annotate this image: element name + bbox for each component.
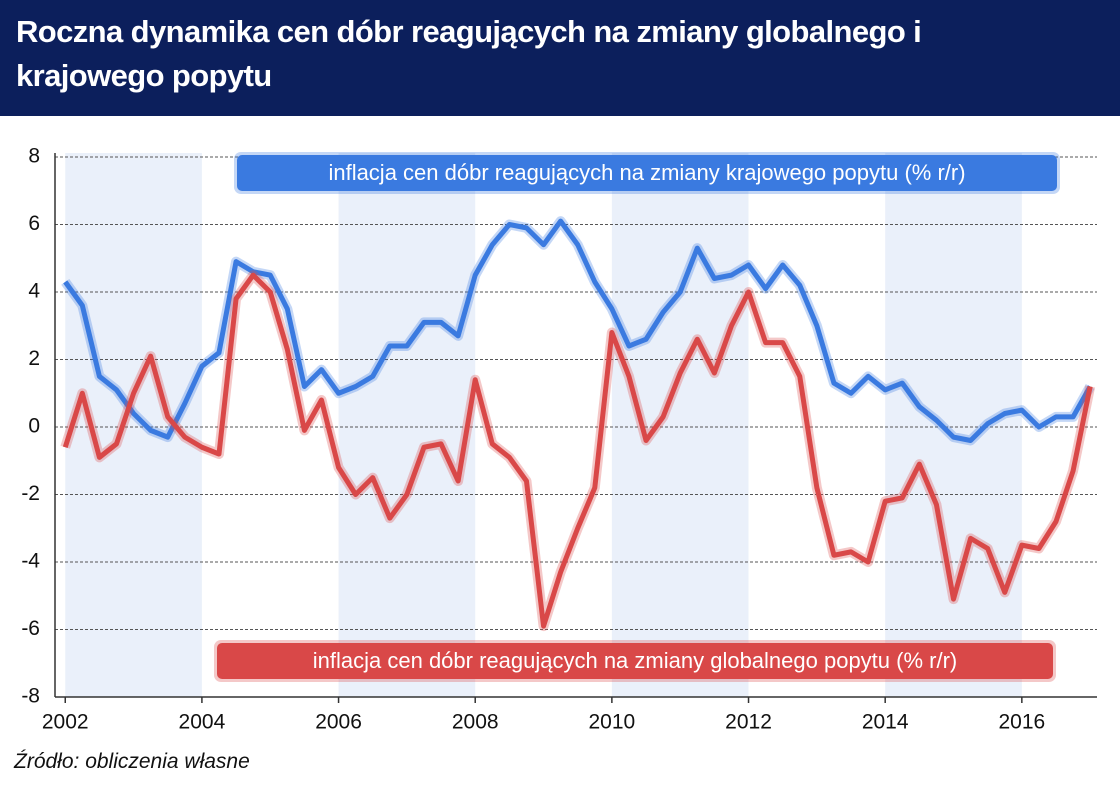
legend-label: inflacja cen dóbr reagujących na zmiany … [313,648,957,673]
y-tick-label: -2 [21,482,40,505]
y-tick-label: -8 [21,685,40,708]
x-tick-label: 2006 [315,711,362,734]
legend-label: inflacja cen dóbr reagujących na zmiany … [328,160,965,185]
background-band [65,153,202,697]
background-band [338,153,476,697]
x-tick-label: 2010 [589,711,636,734]
y-tick-label: 0 [28,415,40,438]
y-tick-label: 8 [28,145,40,168]
y-tick-label: 4 [28,280,40,303]
x-tick-label: 2002 [42,711,89,734]
y-tick-label: -4 [21,550,40,573]
legend-item: inflacja cen dóbr reagujących na zmiany … [214,640,1056,682]
series-line [62,272,1093,629]
y-tick-label: 6 [28,212,40,235]
x-tick-label: 2014 [862,711,909,734]
x-tick-label: 2004 [179,711,226,734]
x-tick-label: 2008 [452,711,499,734]
chart-title: Roczna dynamika cen dóbr reagujących na … [16,14,922,93]
series-line [63,218,1093,443]
y-tick-label: 2 [28,347,40,370]
x-tick-label: 2016 [998,711,1045,734]
background-band [611,153,749,697]
legend-box [237,155,1057,191]
y-tick-label: -6 [21,617,40,640]
source-note: Źródło: obliczenia własne [14,750,250,773]
x-tick-label: 2012 [725,711,772,734]
header: Roczna dynamika cen dóbr reagujących na … [0,0,1120,116]
legend-box [217,643,1053,679]
legend-item: inflacja cen dóbr reagujących na zmiany … [234,152,1060,194]
background-band [885,153,1022,697]
